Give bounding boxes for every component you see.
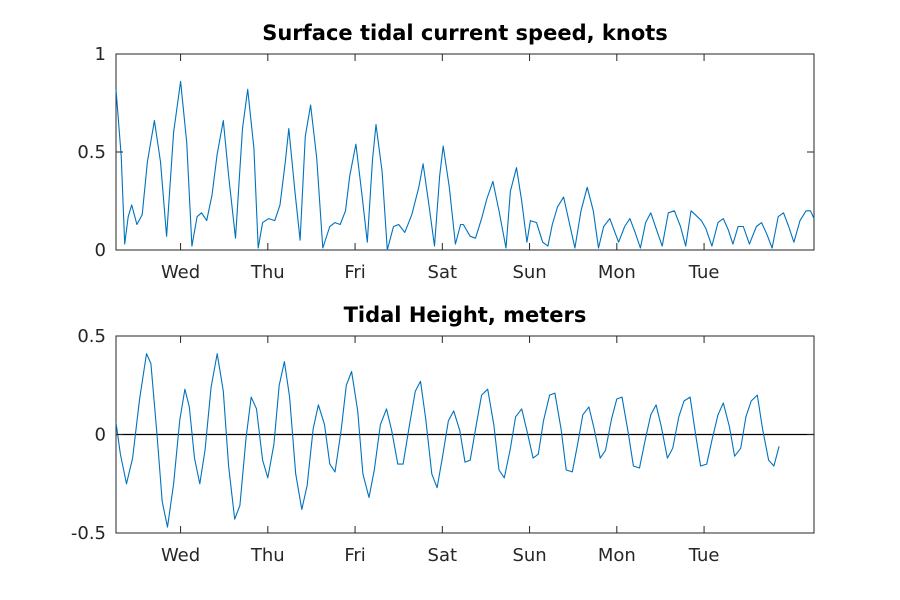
tidal-height-x-tick-label: Thu bbox=[250, 545, 285, 566]
tidal-height-x-tick-label: Sat bbox=[428, 545, 458, 566]
tidal-height-y-tick-label: -0.5 bbox=[71, 523, 106, 544]
tidal-height-y-tick-label: 0 bbox=[95, 425, 106, 446]
tidal-height-x-tick-label: Tue bbox=[688, 545, 720, 566]
tidal-height-title: Tidal Height, meters bbox=[344, 303, 587, 327]
current-speed-series-line bbox=[115, 80, 815, 251]
current-speed-y-tick-label: 1 bbox=[95, 44, 106, 65]
tidal-height-y-tick-label: 0.5 bbox=[77, 326, 106, 347]
current-speed-title: Surface tidal current speed, knots bbox=[262, 21, 668, 45]
tidal-height-plot: Tidal Height, meters Wed Thu Fri Sat Sun Mon T… bbox=[71, 303, 815, 566]
tidal-height-x-tick-label: Fri bbox=[344, 545, 365, 566]
current-speed-plot: Surface tidal current speed, knots Wed Th… bbox=[77, 21, 815, 283]
tidal-height-series-line bbox=[115, 353, 780, 528]
current-speed-x-tick-label: Tue bbox=[688, 262, 720, 283]
current-speed-axes bbox=[115, 53, 815, 251]
tidal-height-x-tick-label: Wed bbox=[161, 545, 200, 566]
current-speed-x-tick-label: Fri bbox=[344, 262, 365, 283]
current-speed-x-tick-label: Wed bbox=[161, 262, 200, 283]
tidal-height-x-tick-label: Mon bbox=[598, 545, 636, 566]
current-speed-x-tick-label: Mon bbox=[598, 262, 636, 283]
current-speed-y-tick-label: 0.5 bbox=[77, 142, 106, 163]
current-speed-x-tick-label: Sat bbox=[428, 262, 458, 283]
current-speed-x-tick-label: Sun bbox=[512, 262, 546, 283]
current-speed-y-tick-label: 0 bbox=[95, 240, 106, 261]
current-speed-x-tick-label: Thu bbox=[250, 262, 285, 283]
tidal-height-x-tick-label: Sun bbox=[512, 545, 546, 566]
